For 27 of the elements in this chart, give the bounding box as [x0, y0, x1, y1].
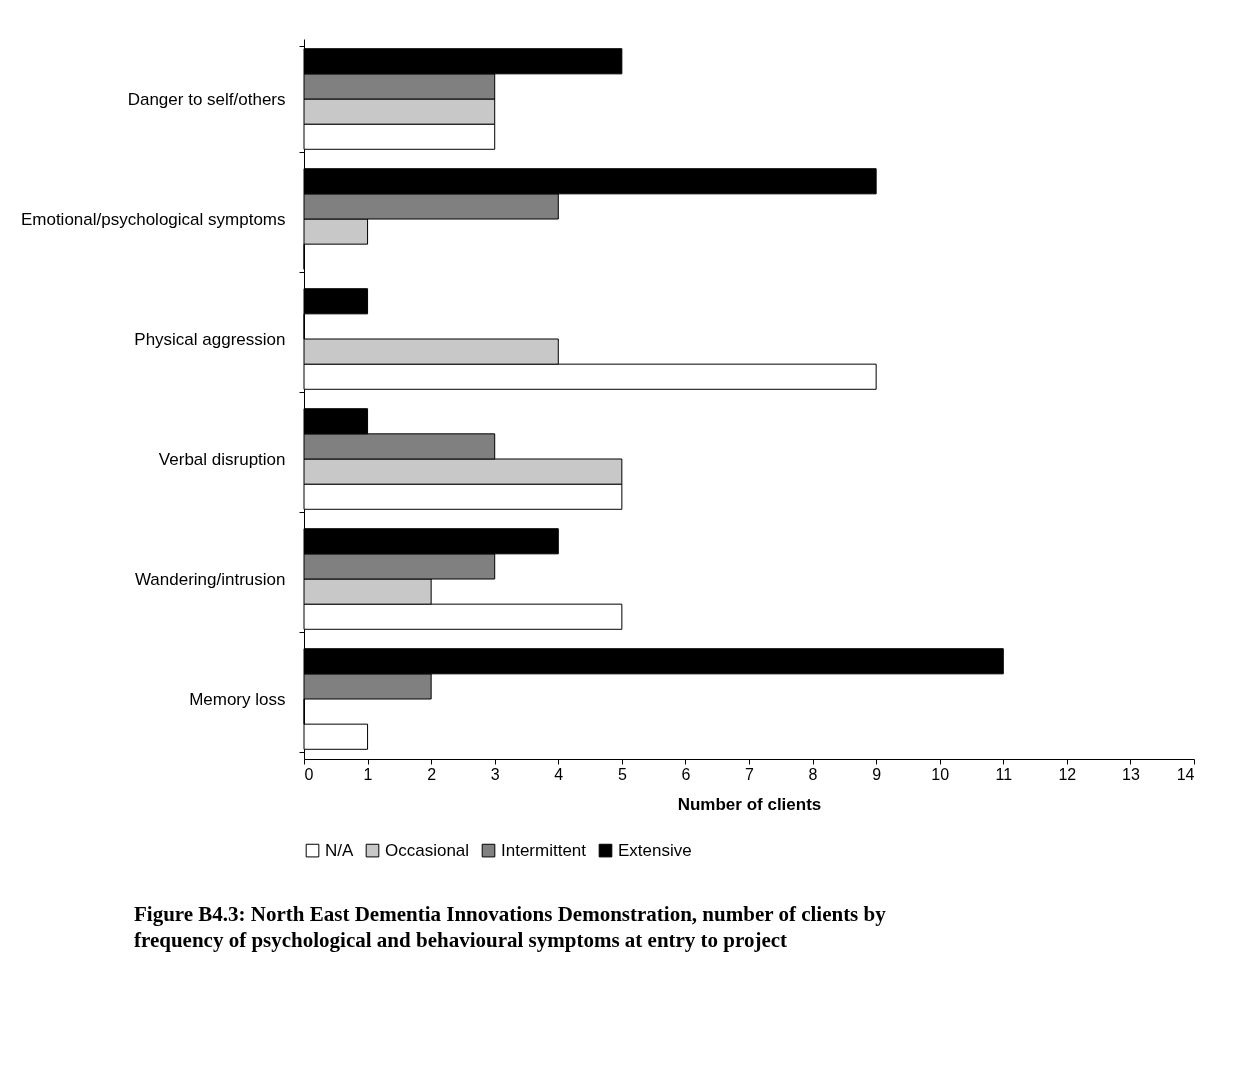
x-tick-label: 12	[1058, 765, 1077, 783]
y-tick-label: Wandering/intrusion	[134, 569, 286, 589]
y-tick-label: Verbal disruption	[158, 449, 286, 469]
y-tick-label: Memory loss	[189, 689, 286, 709]
legend-label: Extensive	[618, 840, 692, 860]
x-tick-label: 2	[427, 765, 437, 783]
x-tick-label: 7	[745, 765, 755, 783]
x-tick-label: 13	[1122, 765, 1140, 783]
x-tick-label: 5	[617, 765, 627, 783]
x-tick-label: 4	[554, 765, 564, 783]
legend-label: Intermittent	[501, 840, 587, 860]
text: Figure B4.3: North East Dementia Innovations Demonstration, number of clients by frequency of psychological and behavioural symptoms at entry to project	[134, 902, 887, 952]
y-tick-label: Physical aggression	[134, 329, 286, 349]
x-tick-label: 1	[363, 765, 373, 783]
x-tick-label: 3	[490, 765, 500, 783]
x-tick-label: 11	[995, 765, 1013, 783]
x-tick-label: 8	[808, 765, 818, 783]
y-tick-label: Danger to self/others	[127, 89, 286, 109]
x-tick-label: 0	[304, 765, 314, 783]
x-tick-label: 6	[681, 765, 691, 783]
x-tick-label: 10	[931, 765, 950, 783]
legend-label: N/A	[325, 840, 354, 860]
legend-label: Occasional	[385, 840, 470, 860]
y-tick-label: Emotional/psychological symptoms	[20, 209, 286, 229]
x-axis-title: Number of clients	[677, 794, 822, 814]
x-tick-label: 9	[872, 765, 882, 783]
x-tick-label: 14	[1176, 765, 1195, 783]
